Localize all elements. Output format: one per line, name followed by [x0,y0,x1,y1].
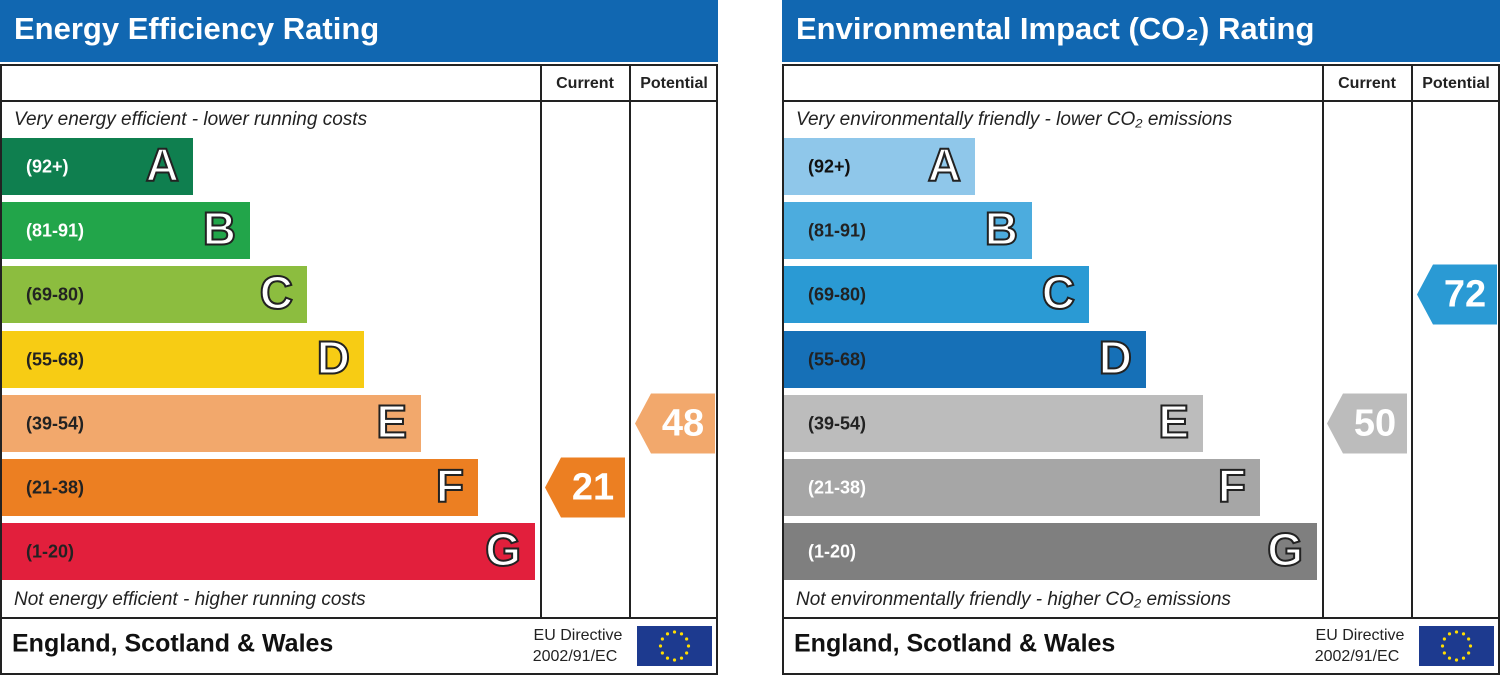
flag-star [660,637,664,641]
band [2,395,421,452]
band-range: (39-54) [808,413,866,433]
flag-star [679,632,684,636]
flag-star [685,637,689,641]
band-range: (39-54) [26,413,84,433]
band-letter: D [1099,332,1132,384]
panel: Energy Efficiency Rating Current Potential… [0,0,718,675]
flag-star [1467,651,1471,655]
flag-star [665,632,670,636]
flag-star [672,630,677,634]
band [2,331,364,388]
footer-directive: EU Directive [534,627,623,644]
band-letter: C [1042,267,1075,319]
flag-star [679,656,684,660]
band-letter: E [376,396,407,448]
footer-region: England, Scotland & Wales [794,630,1115,658]
band [784,459,1260,516]
title-bar [782,0,1500,62]
flag-star [1440,644,1445,648]
top-note: Very environmentally friendly - lower CO… [796,109,1233,130]
top-note: Very energy efficient - lower running co… [14,109,368,130]
footer-code: 2002/91/EC [1315,648,1400,665]
bottom-note: Not energy efficient - higher running co… [14,589,366,610]
flag-star [672,658,677,662]
rating-arrow [1417,264,1497,325]
flag-star [1447,632,1452,636]
rating-value: 21 [572,467,614,509]
rating-arrow [545,457,625,518]
flag-star [1442,637,1446,641]
column-header: Potential [1422,75,1490,92]
flag-star [658,644,663,648]
band-range: (21-38) [26,477,84,497]
column-header: Potential [640,75,708,92]
band-letter: E [1158,396,1189,448]
title-bar [0,0,718,62]
band-range: (81-91) [26,220,84,240]
bottom-note: Not environmentally friendly - higher CO… [796,589,1231,610]
frame [782,64,1500,675]
flag-star [685,651,689,655]
rating-value: 72 [1444,274,1486,316]
band-range: (21-38) [808,477,866,497]
band-range: (1-20) [26,541,74,561]
panel: Environmental Impact (CO₂) Rating Current… [782,0,1500,675]
flag-star [1468,644,1473,648]
band-letter: D [317,332,350,384]
rating-arrow [1327,393,1407,454]
flag-star [660,651,664,655]
flag-star [1454,658,1459,662]
band [784,395,1203,452]
flag-star [686,644,691,648]
flag-star [1447,656,1452,660]
band-letter: B [985,203,1018,255]
flag-star [1442,651,1446,655]
band [784,266,1089,323]
band-letter: F [436,460,464,512]
band [2,459,478,516]
footer-directive: EU Directive [1316,627,1405,644]
band-range: (1-20) [808,541,856,561]
band-range: (69-80) [26,284,84,304]
rating-arrow [635,393,715,454]
band-range: (92+) [808,156,851,176]
band-range: (92+) [26,156,69,176]
footer-code: 2002/91/EC [533,648,618,665]
footer-region: England, Scotland & Wales [12,630,333,658]
panel-title: Energy Efficiency Rating [14,11,379,46]
band [2,202,250,259]
band-letter: F [1218,460,1246,512]
band-range: (55-68) [808,349,866,369]
band-letter: G [485,524,521,576]
band [784,523,1317,580]
band-range: (69-80) [808,284,866,304]
frame [0,64,718,675]
band-range: (55-68) [26,349,84,369]
flag-star [1454,630,1459,634]
band [784,138,975,195]
rating-value: 50 [1354,403,1396,445]
band-letter: G [1267,524,1303,576]
flag-star [1461,656,1466,660]
band-range: (81-91) [808,220,866,240]
flag-star [1461,632,1466,636]
band [2,523,535,580]
band [784,331,1146,388]
band-letter: C [260,267,293,319]
band [2,138,193,195]
band-letter: A [146,139,179,191]
band [2,266,307,323]
column-header: Current [556,75,614,92]
band-letter: B [203,203,236,255]
band-letter: A [928,139,961,191]
band [784,202,1032,259]
column-header: Current [1338,75,1396,92]
panel-title: Environmental Impact (CO₂) Rating [796,11,1314,46]
flag-star [1467,637,1471,641]
rating-value: 48 [662,403,704,445]
flag-star [665,656,670,660]
